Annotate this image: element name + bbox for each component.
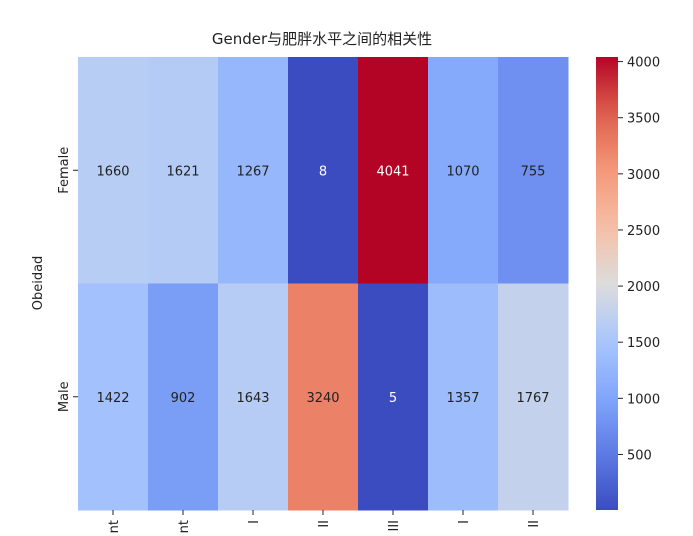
x-tick-label: II — [317, 520, 332, 528]
heatmap-cell — [498, 57, 569, 284]
cell-value-label: 902 — [171, 391, 196, 406]
colorbar-tick-label: 3000 — [627, 168, 660, 183]
heatmap-cell — [78, 283, 149, 511]
x-tick-label: I — [457, 520, 472, 524]
heatmap-cell — [218, 57, 289, 284]
cell-value-label: 1767 — [516, 391, 549, 406]
colorbar-tick-label: 1000 — [627, 392, 660, 407]
heatmap-cell — [218, 283, 289, 511]
heatmap-cell — [288, 283, 359, 511]
heatmap-cell — [428, 283, 499, 511]
colorbar-tick-label: 4000 — [627, 56, 660, 71]
colorbar — [596, 57, 618, 510]
heatmap-cell — [78, 57, 149, 284]
heatmap-cell — [428, 57, 499, 284]
cell-value-label: 8 — [319, 164, 327, 179]
y-axis-label: Obeidad — [31, 256, 46, 311]
colorbar-tick-label: 2000 — [627, 280, 660, 295]
cell-value-label: 1070 — [446, 164, 479, 179]
cell-value-label: 1357 — [446, 391, 479, 406]
cell-value-label: 3240 — [306, 391, 339, 406]
y-tick-label: Female — [57, 147, 72, 194]
colorbar-tick-label: 1500 — [627, 336, 660, 351]
cell-value-label: 755 — [521, 164, 546, 179]
cell-value-label: 1621 — [166, 164, 199, 179]
colorbar-tick-label: 500 — [627, 448, 652, 463]
chart-title: Gender与肥胖水平之间的相关性 — [212, 30, 432, 48]
heatmap-cell — [148, 283, 219, 511]
cell-value-label: 1422 — [96, 391, 129, 406]
colorbar-tick-label: 2500 — [627, 224, 660, 239]
heatmap-cell — [288, 57, 359, 284]
heatmap-cell — [498, 283, 569, 511]
cell-value-label: 5 — [389, 391, 397, 406]
x-tick-label: II — [527, 520, 542, 528]
cell-value-label: 1267 — [236, 164, 269, 179]
y-tick-label: Male — [57, 381, 72, 412]
cell-value-label: 1660 — [96, 164, 129, 179]
x-tick-label: nt — [107, 520, 122, 533]
heatmap-cell — [358, 283, 429, 511]
x-tick-label: III — [387, 520, 402, 532]
colorbar-tick-label: 3500 — [627, 112, 660, 127]
heatmap-cell — [148, 57, 219, 284]
x-tick-label: I — [247, 520, 262, 524]
x-tick-label: nt — [177, 520, 192, 533]
cell-value-label: 1643 — [236, 391, 269, 406]
cell-value-label: 4041 — [376, 164, 409, 179]
heatmap-cell — [358, 57, 429, 284]
